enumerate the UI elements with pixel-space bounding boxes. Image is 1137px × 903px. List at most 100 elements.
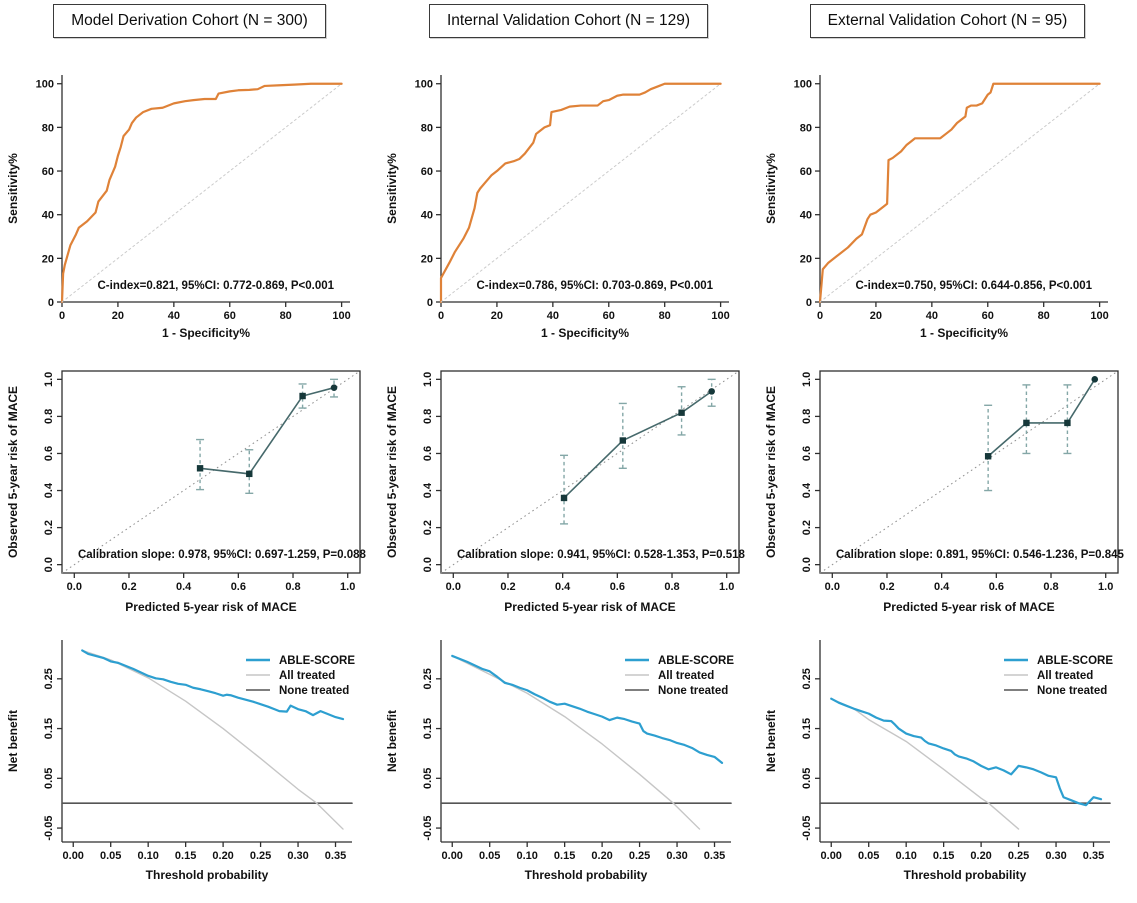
y-tick-label: 0.05 bbox=[422, 768, 434, 789]
confidence-intervals bbox=[196, 378, 339, 495]
x-tick-label: 0.4 bbox=[176, 581, 192, 593]
x-tick-label: 0.0 bbox=[67, 581, 82, 593]
y-tick-label: 0.0 bbox=[422, 557, 434, 572]
calibration-point bbox=[246, 470, 253, 478]
legend-label: None treated bbox=[279, 685, 349, 697]
x-tick-label: 0.05 bbox=[858, 850, 879, 862]
x-axis-label: Predicted 5-year risk of MACE bbox=[883, 600, 1054, 614]
x-tick-label: 0.4 bbox=[555, 581, 571, 593]
series-roc-curve bbox=[60, 82, 343, 304]
column-internal-validation: Internal Validation Cohort (N = 129) 0 20… bbox=[379, 0, 758, 903]
x-tick-label: 0.10 bbox=[895, 850, 916, 862]
x-tick-label: 0.25 bbox=[1008, 850, 1029, 862]
identity-line bbox=[819, 370, 1119, 574]
y-tick-label: 0.2 bbox=[43, 520, 55, 535]
x-tick-label: 20 bbox=[491, 310, 503, 322]
x-tick-label: 20 bbox=[870, 310, 882, 322]
y-tick-label: 60 bbox=[421, 166, 433, 178]
x-tick-label: 40 bbox=[168, 310, 180, 322]
stat-annotation: Calibration slope: 0.891, 95%CI: 0.546-1… bbox=[836, 549, 1125, 561]
x-axis-ticks: 0 20 40 60 80 100 bbox=[817, 302, 1109, 322]
y-tick-label: 0.0 bbox=[801, 557, 813, 572]
x-tick-label: 0.2 bbox=[500, 581, 515, 593]
y-tick-label: 0.8 bbox=[422, 409, 434, 424]
x-tick-label: 80 bbox=[1038, 310, 1050, 322]
x-tick-label: 0.6 bbox=[610, 581, 625, 593]
y-axis-label: Sensitivity% bbox=[764, 153, 778, 224]
x-tick-label: 100 bbox=[1090, 310, 1108, 322]
y-axis-ticks: 0 20 40 60 80 100 bbox=[415, 79, 441, 309]
x-tick-label: 80 bbox=[659, 310, 671, 322]
x-tick-label: 20 bbox=[112, 310, 124, 322]
y-tick-label: 0.8 bbox=[801, 409, 813, 424]
x-tick-label: 0.05 bbox=[100, 850, 121, 862]
x-tick-label: 0.8 bbox=[664, 581, 679, 593]
x-tick-label: 0.0 bbox=[446, 581, 461, 593]
y-tick-label: 0.8 bbox=[43, 409, 55, 424]
legend-label: ABLE-SCORE bbox=[658, 655, 734, 667]
series-reference-line bbox=[61, 83, 343, 303]
dca-chart-derivation: 0.00 0.05 0.10 0.15 0.20 0.25 0.30 0.35 -0.05 0.0… bbox=[6, 640, 355, 882]
y-tick-label: 100 bbox=[415, 79, 433, 91]
column-external-validation: External Validation Cohort (N = 95) 0 20 4… bbox=[758, 0, 1137, 903]
x-tick-label: 0.20 bbox=[591, 850, 612, 862]
legend: ABLE-SCORE All treated None treated bbox=[246, 655, 355, 697]
roc-chart-internal: 0 20 40 60 80 100 0 20 40 60 80 100 1 - Specificity%… bbox=[385, 75, 730, 340]
calibration-chart-derivation: 0.0 0.2 0.4 0.6 0.8 1.0 0.0 0.2 0.4 0.6 0.8 1.0 Pred… bbox=[6, 370, 367, 614]
y-tick-label: 0.2 bbox=[422, 520, 434, 535]
y-tick-label: 0.2 bbox=[801, 520, 813, 535]
y-axis-ticks: 0.0 0.2 0.4 0.6 0.8 1.0 bbox=[801, 372, 820, 572]
calibration-point bbox=[708, 388, 715, 395]
calibration-point bbox=[619, 437, 627, 444]
title-row-derivation: Model Derivation Cohort (N = 300) bbox=[0, 0, 379, 45]
x-tick-label: 0.05 bbox=[479, 850, 500, 862]
calibration-point bbox=[678, 409, 685, 416]
calibration-point bbox=[560, 494, 568, 502]
x-tick-label: 0.30 bbox=[1045, 850, 1066, 862]
x-tick-label: 0.10 bbox=[137, 850, 158, 862]
y-tick-label: 0 bbox=[48, 297, 54, 309]
x-axis-ticks: 0.00 0.05 0.10 0.15 0.20 0.25 0.30 0.35 bbox=[442, 842, 725, 862]
calibration-point bbox=[1091, 376, 1099, 383]
axes bbox=[61, 75, 350, 303]
x-tick-label: 0.8 bbox=[1043, 581, 1058, 593]
x-axis-label: Threshold probability bbox=[525, 868, 648, 882]
panel-title-external: External Validation Cohort (N = 95) bbox=[809, 4, 1086, 38]
x-tick-label: 0.8 bbox=[285, 581, 300, 593]
x-tick-label: 0.4 bbox=[934, 581, 950, 593]
calibration-line bbox=[563, 390, 713, 499]
legend-label: All treated bbox=[279, 670, 335, 682]
y-tick-label: 40 bbox=[421, 210, 433, 222]
y-tick-label: 60 bbox=[800, 166, 812, 178]
y-tick-label: 80 bbox=[421, 122, 433, 134]
y-axis-ticks: -0.05 0.05 0.15 0.25 bbox=[43, 668, 62, 841]
y-tick-label: 0.6 bbox=[422, 446, 434, 461]
x-axis-label: Threshold probability bbox=[146, 868, 269, 882]
dca-chart-external: 0.00 0.05 0.10 0.15 0.20 0.25 0.30 0.35 -0.05 0.0… bbox=[764, 640, 1113, 882]
calibration-point bbox=[299, 392, 306, 400]
y-tick-label: 80 bbox=[42, 122, 54, 134]
y-tick-label: 0.15 bbox=[801, 718, 813, 739]
x-tick-label: 0.35 bbox=[1083, 850, 1104, 862]
legend-label: All treated bbox=[1037, 670, 1093, 682]
y-tick-label: 0.4 bbox=[43, 482, 55, 498]
legend-label: None treated bbox=[1037, 685, 1107, 697]
legend-label: None treated bbox=[658, 685, 728, 697]
x-tick-label: 0.00 bbox=[821, 850, 842, 862]
y-axis-label: Net benefit bbox=[6, 710, 20, 772]
x-tick-label: 40 bbox=[547, 310, 559, 322]
y-tick-label: -0.05 bbox=[801, 816, 813, 841]
y-axis-label: Net benefit bbox=[764, 710, 778, 772]
roc-chart-derivation: 0 20 40 60 80 100 0 20 40 60 80 100 1 - Specificity%… bbox=[6, 75, 351, 340]
stat-annotation: Calibration slope: 0.978, 95%CI: 0.697-1… bbox=[78, 549, 367, 561]
x-axis-ticks: 0.00 0.05 0.10 0.15 0.20 0.25 0.30 0.35 bbox=[821, 842, 1104, 862]
series-reference-line bbox=[440, 83, 722, 303]
legend-label: All treated bbox=[658, 670, 714, 682]
y-tick-label: 60 bbox=[42, 166, 54, 178]
x-axis-label: Predicted 5-year risk of MACE bbox=[125, 600, 296, 614]
y-tick-label: 0.05 bbox=[801, 768, 813, 789]
y-tick-label: 100 bbox=[794, 79, 812, 91]
y-axis-label: Sensitivity% bbox=[385, 153, 399, 224]
x-axis-ticks: 0.0 0.2 0.4 0.6 0.8 1.0 bbox=[67, 573, 355, 593]
